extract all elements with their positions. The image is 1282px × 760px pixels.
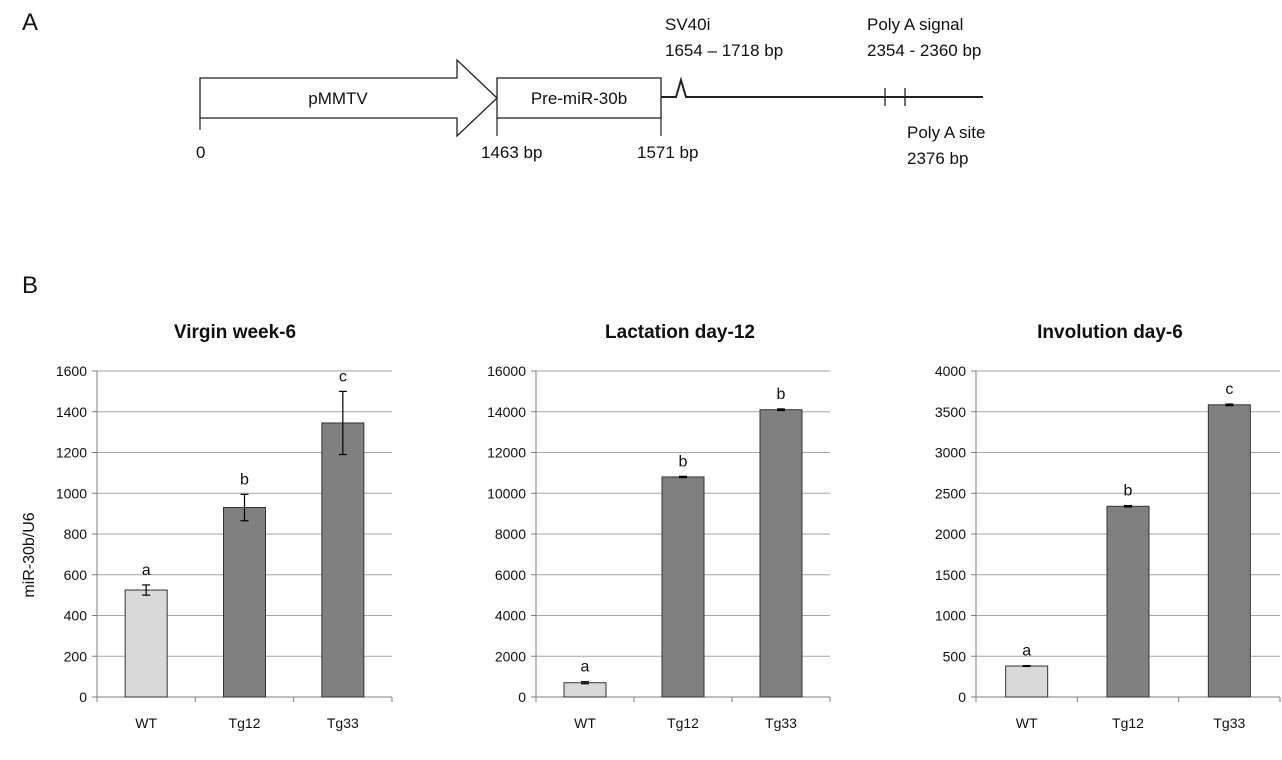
bar-tg33 — [1207, 404, 1251, 698]
y-tick-label: 6000 — [495, 567, 526, 583]
y-tick-label: 10000 — [487, 485, 526, 501]
significance-letter: b — [240, 471, 249, 488]
bar-tg12 — [223, 507, 266, 698]
x-category-label: Tg33 — [765, 715, 797, 731]
y-tick-label: 800 — [64, 526, 88, 542]
y-tick-label: 2500 — [935, 485, 966, 501]
insert-start-position: 1463 bp — [481, 143, 542, 162]
x-category-label: Tg33 — [327, 715, 359, 731]
y-tick-label: 0 — [518, 689, 526, 705]
y-tick-label: 200 — [64, 648, 88, 664]
bar-wt — [1005, 665, 1049, 698]
x-category-label: WT — [1016, 715, 1038, 731]
polya-signal-range: 2354 - 2360 bp — [867, 41, 981, 60]
y-tick-label: 16000 — [487, 363, 526, 379]
backbone-line — [661, 76, 983, 98]
x-category-label: WT — [135, 715, 157, 731]
y-tick-label: 3500 — [935, 404, 966, 420]
y-tick-label: 12000 — [487, 445, 526, 461]
insert-end-position: 1571 bp — [637, 143, 698, 162]
bar-tg33 — [759, 409, 803, 698]
significance-letter: c — [339, 368, 347, 385]
panel-a: A pMMTV Pre-miR-30b 0 1463 bp 1571 bp SV… — [22, 9, 985, 168]
y-tick-label: 2000 — [495, 648, 526, 664]
significance-letter: a — [1022, 643, 1031, 660]
chart-title: Virgin week-6 — [174, 322, 296, 343]
y-tick-label: 1600 — [56, 363, 87, 379]
chart-title: Lactation day-12 — [605, 322, 755, 343]
y-tick-label: 1400 — [56, 404, 87, 420]
promoter-label: pMMTV — [308, 89, 368, 108]
x-category-label: WT — [574, 715, 596, 731]
y-tick-label: 1000 — [935, 608, 966, 624]
chart-title: Involution day-6 — [1037, 322, 1183, 343]
significance-letter: b — [679, 453, 688, 470]
y-tick-label: 0 — [79, 689, 87, 705]
bar-chart-2: Lactation day-12 0 2000 4000 6000 8000 10000 12… — [487, 322, 831, 731]
polya-site-position: 2376 bp — [907, 149, 968, 168]
y-tick-label: 4000 — [935, 363, 966, 379]
bar-charts: Virgin week-6 0 200 400 600 800 1000 1200 1400 16… — [56, 322, 1281, 731]
y-tick-label: 400 — [64, 608, 88, 624]
polya-site-name: Poly A site — [907, 123, 985, 142]
x-category-label: Tg12 — [1112, 715, 1144, 731]
bar-wt — [563, 682, 607, 698]
y-tick-label: 500 — [943, 648, 967, 664]
y-tick-label: 2000 — [935, 526, 966, 542]
y-tick-label: 3000 — [935, 445, 966, 461]
bar-tg12 — [661, 476, 705, 698]
bar-tg12 — [1106, 505, 1150, 698]
panel-b-label: B — [22, 272, 38, 299]
insert-box — [496, 77, 662, 119]
y-tick-label: 1000 — [56, 485, 87, 501]
intron-name: SV40i — [665, 15, 710, 34]
polya-signal-name: Poly A signal — [867, 15, 963, 34]
significance-letter: b — [1124, 483, 1133, 500]
y-tick-label: 8000 — [495, 526, 526, 542]
x-category-label: Tg33 — [1213, 715, 1245, 731]
significance-letter: a — [142, 562, 151, 579]
promoter-arrow — [199, 58, 498, 138]
x-category-label: Tg12 — [667, 715, 699, 731]
significance-letter: a — [581, 659, 590, 676]
bar-chart-1: Virgin week-6 0 200 400 600 800 1000 1200 1400 16… — [56, 322, 393, 731]
bar-tg33 — [321, 422, 365, 698]
intron-range: 1654 – 1718 bp — [665, 41, 783, 60]
bar-wt — [124, 589, 168, 698]
y-tick-label: 14000 — [487, 404, 526, 420]
y-axis-label: miR-30b/U6 — [21, 512, 38, 597]
start-position: 0 — [196, 143, 205, 162]
insert-label: Pre-miR-30b — [531, 89, 627, 108]
panel-a-label: A — [22, 9, 38, 36]
significance-letter: c — [1225, 381, 1233, 398]
y-tick-label: 1200 — [56, 445, 87, 461]
y-tick-label: 600 — [64, 567, 88, 583]
y-tick-label: 1500 — [935, 567, 966, 583]
significance-letter: b — [777, 386, 786, 403]
y-tick-label: 4000 — [495, 608, 526, 624]
y-tick-label: 0 — [958, 689, 966, 705]
bar-chart-3: Involution day-6 0 500 1000 1500 2000 2500 3000… — [935, 322, 1281, 731]
x-category-label: Tg12 — [229, 715, 261, 731]
